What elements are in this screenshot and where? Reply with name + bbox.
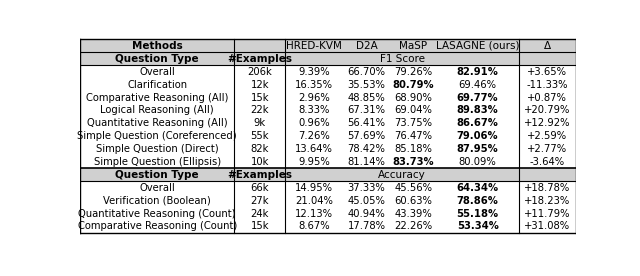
Text: 79.26%: 79.26% <box>394 67 433 77</box>
Text: Logical Reasoning (All): Logical Reasoning (All) <box>100 105 214 115</box>
Text: #Examples: #Examples <box>227 54 292 64</box>
Text: D2A: D2A <box>356 41 378 51</box>
Text: Methods: Methods <box>132 41 182 51</box>
Text: 22k: 22k <box>251 105 269 115</box>
Text: 37.33%: 37.33% <box>348 183 385 193</box>
Text: +2.77%: +2.77% <box>527 144 568 154</box>
Bar <box>80 168 576 181</box>
Text: 79.06%: 79.06% <box>457 131 499 141</box>
Text: 21.04%: 21.04% <box>296 196 333 206</box>
Text: 78.86%: 78.86% <box>457 196 499 206</box>
Text: +0.87%: +0.87% <box>527 92 567 102</box>
Text: 35.53%: 35.53% <box>348 79 385 90</box>
Text: 76.47%: 76.47% <box>394 131 432 141</box>
Text: 67.31%: 67.31% <box>348 105 385 115</box>
Text: +18.78%: +18.78% <box>524 183 570 193</box>
Text: 14.95%: 14.95% <box>295 183 333 193</box>
Text: 45.05%: 45.05% <box>348 196 385 206</box>
Text: 15k: 15k <box>251 92 269 102</box>
Text: 66.70%: 66.70% <box>348 67 385 77</box>
Text: 80.79%: 80.79% <box>392 79 434 90</box>
Text: Quantitative Reasoning (Count): Quantitative Reasoning (Count) <box>79 209 236 219</box>
Text: Overall: Overall <box>140 183 175 193</box>
Text: 60.63%: 60.63% <box>394 196 432 206</box>
Text: 40.94%: 40.94% <box>348 209 385 219</box>
Text: 80.09%: 80.09% <box>459 157 497 167</box>
Text: +20.79%: +20.79% <box>524 105 571 115</box>
Text: Δ: Δ <box>544 41 551 51</box>
Text: F1 Score: F1 Score <box>380 54 424 64</box>
Text: Clarification: Clarification <box>127 79 188 90</box>
Text: +11.79%: +11.79% <box>524 209 571 219</box>
Text: 69.04%: 69.04% <box>394 105 432 115</box>
Text: Simple Question (Direct): Simple Question (Direct) <box>96 144 218 154</box>
Text: 2.96%: 2.96% <box>298 92 330 102</box>
Text: 43.39%: 43.39% <box>394 209 432 219</box>
Text: 82.91%: 82.91% <box>457 67 499 77</box>
Text: 13.64%: 13.64% <box>296 144 333 154</box>
Text: 73.75%: 73.75% <box>394 118 432 128</box>
Text: 24k: 24k <box>251 209 269 219</box>
Text: 86.67%: 86.67% <box>457 118 499 128</box>
Text: +2.59%: +2.59% <box>527 131 568 141</box>
Text: 85.18%: 85.18% <box>394 144 432 154</box>
Text: +31.08%: +31.08% <box>524 221 570 232</box>
Text: 22.26%: 22.26% <box>394 221 433 232</box>
Text: +3.65%: +3.65% <box>527 67 568 77</box>
Text: 27k: 27k <box>251 196 269 206</box>
Text: 69.46%: 69.46% <box>459 79 497 90</box>
Text: Accuracy: Accuracy <box>378 170 426 180</box>
Text: 45.56%: 45.56% <box>394 183 432 193</box>
Bar <box>80 52 576 65</box>
Text: 82k: 82k <box>251 144 269 154</box>
Text: 17.78%: 17.78% <box>348 221 385 232</box>
Text: 15k: 15k <box>251 221 269 232</box>
Text: -3.64%: -3.64% <box>530 157 565 167</box>
Text: Question Type: Question Type <box>115 170 199 180</box>
Text: MaSP: MaSP <box>399 41 428 51</box>
Text: Verification (Boolean): Verification (Boolean) <box>103 196 211 206</box>
Text: Comparative Reasoning (All): Comparative Reasoning (All) <box>86 92 228 102</box>
Text: Simple Question (Ellipsis): Simple Question (Ellipsis) <box>93 157 221 167</box>
Text: 64.34%: 64.34% <box>456 183 499 193</box>
Text: 57.69%: 57.69% <box>348 131 386 141</box>
Text: 55.18%: 55.18% <box>456 209 499 219</box>
Bar <box>80 39 576 52</box>
Text: +18.23%: +18.23% <box>524 196 570 206</box>
Text: 12.13%: 12.13% <box>295 209 333 219</box>
Text: -11.33%: -11.33% <box>527 79 568 90</box>
Text: 9k: 9k <box>254 118 266 128</box>
Text: 66k: 66k <box>251 183 269 193</box>
Text: Comparative Reasoning (Count): Comparative Reasoning (Count) <box>77 221 237 232</box>
Text: 81.14%: 81.14% <box>348 157 385 167</box>
Text: LASAGNE (ours): LASAGNE (ours) <box>436 41 520 51</box>
Text: 53.34%: 53.34% <box>457 221 499 232</box>
Text: 48.85%: 48.85% <box>348 92 385 102</box>
Text: #Examples: #Examples <box>227 170 292 180</box>
Text: 55k: 55k <box>251 131 269 141</box>
Text: 9.95%: 9.95% <box>298 157 330 167</box>
Text: HRED-KVM: HRED-KVM <box>286 41 342 51</box>
Text: 56.41%: 56.41% <box>348 118 385 128</box>
Text: 78.42%: 78.42% <box>348 144 385 154</box>
Text: +12.92%: +12.92% <box>524 118 571 128</box>
Text: 83.73%: 83.73% <box>392 157 434 167</box>
Text: Overall: Overall <box>140 67 175 77</box>
Text: 87.95%: 87.95% <box>457 144 499 154</box>
Text: 68.90%: 68.90% <box>394 92 432 102</box>
Text: 8.33%: 8.33% <box>299 105 330 115</box>
Text: Quantitative Reasoning (All): Quantitative Reasoning (All) <box>87 118 227 128</box>
Text: 0.96%: 0.96% <box>298 118 330 128</box>
Text: Simple Question (Coreferenced): Simple Question (Coreferenced) <box>77 131 237 141</box>
Text: 7.26%: 7.26% <box>298 131 330 141</box>
Text: 16.35%: 16.35% <box>295 79 333 90</box>
Text: 10k: 10k <box>251 157 269 167</box>
Text: 9.39%: 9.39% <box>298 67 330 77</box>
Text: 8.67%: 8.67% <box>298 221 330 232</box>
Text: 206k: 206k <box>248 67 272 77</box>
Text: 89.83%: 89.83% <box>457 105 499 115</box>
Text: 12k: 12k <box>251 79 269 90</box>
Text: 69.77%: 69.77% <box>457 92 499 102</box>
Text: Question Type: Question Type <box>115 54 199 64</box>
